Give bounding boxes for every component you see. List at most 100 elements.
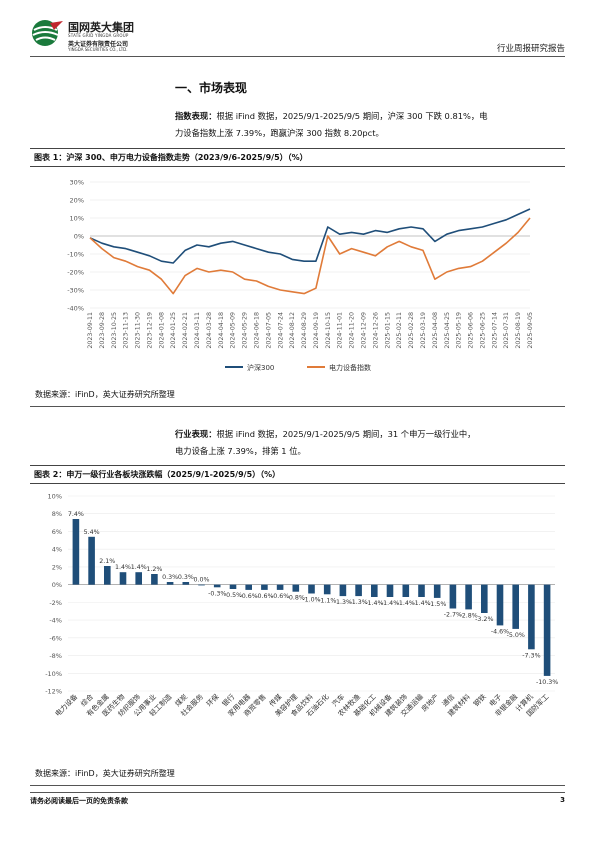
bar — [104, 566, 111, 585]
subsidiary-name-en: YINGDA SECURITIES CO., LTD. — [68, 47, 128, 52]
bar — [528, 584, 535, 650]
bar — [292, 584, 300, 592]
data-label: -1.3% — [334, 599, 352, 606]
bar — [433, 584, 441, 598]
y-tick-label: -12% — [45, 688, 62, 696]
para1-text1: 根据 iFind 数据，2025/9/1-2025/9/5 期间，沪深 300 … — [216, 111, 488, 121]
y-tick-label: -10% — [45, 670, 62, 678]
footer-divider — [30, 792, 565, 793]
data-label: 5.4% — [84, 529, 100, 536]
bar — [182, 582, 190, 585]
x-tick-label: 2024-09-19 — [313, 312, 320, 349]
bar — [119, 572, 127, 585]
x-tick-label: 2024-03-11 — [194, 312, 201, 349]
bar — [449, 584, 457, 609]
y-tick-label: -30% — [67, 287, 84, 295]
data-label: -5.0% — [507, 632, 525, 639]
bar — [72, 519, 80, 585]
y-tick-label: -2% — [49, 599, 62, 607]
x-tick-label: 2025-02-11 — [396, 312, 403, 349]
y-tick-label: 10% — [48, 493, 62, 501]
data-label: -4.6% — [491, 628, 509, 635]
fig2-bottom-divider — [30, 785, 565, 786]
data-label: 0.3% — [178, 574, 194, 581]
x-tick-label: 2025-06-06 — [468, 312, 475, 349]
x-tick-label: 2025-03-19 — [420, 312, 427, 349]
x-tick-label: 2023-09-11 — [87, 312, 94, 349]
category-label: 电力设备 — [53, 692, 79, 718]
x-tick-label: 2025-02-28 — [408, 312, 415, 349]
fig1-caption-bar: 图表 1：沪深 300、申万电力设备指数走势（2023/9/6-2025/9/5… — [30, 148, 565, 167]
x-tick-label: 2024-05-09 — [230, 312, 237, 349]
x-tick-label: 2025-04-08 — [432, 312, 439, 349]
fig2-source: 数据来源：iFinD，英大证券研究所整理 — [35, 769, 175, 778]
category-label: 钢铁 — [471, 692, 487, 708]
bar — [166, 582, 174, 585]
bar — [496, 584, 504, 626]
para2-lead: 行业表现： — [175, 429, 217, 439]
x-tick-label: 2024-01-08 — [158, 312, 165, 349]
data-label: -10.3% — [536, 679, 558, 686]
bar — [151, 574, 158, 585]
x-tick-label: 2023-09-28 — [99, 312, 106, 349]
x-tick-label: 2024-08-29 — [301, 312, 308, 349]
company-name-en: STATE GRID YINGDA GROUP — [68, 33, 129, 38]
x-tick-label: 2024-07-05 — [265, 312, 272, 349]
legend-label: 沪深300 — [247, 363, 274, 372]
data-label: -1.0% — [302, 597, 320, 604]
data-label: 1.2% — [146, 566, 162, 573]
footer-disclaimer: 请务必阅读最后一页的免责条款 — [30, 797, 128, 805]
y-tick-label: 10% — [70, 215, 84, 223]
x-tick-label: 2024-06-18 — [253, 312, 260, 349]
bar — [418, 584, 425, 597]
report-type: 行业周报研究报告 — [496, 44, 565, 54]
data-label: -0.3% — [208, 590, 226, 597]
data-label: -1.4% — [397, 600, 415, 607]
bar — [261, 584, 268, 590]
x-tick-label: 2025-05-19 — [456, 312, 463, 349]
bar — [323, 584, 331, 595]
x-tick-label: 2024-08-12 — [289, 312, 296, 349]
data-label: -0.5% — [224, 592, 242, 599]
data-label: -1.5% — [428, 601, 446, 608]
y-tick-label: 8% — [52, 510, 62, 518]
x-tick-label: 2023-12-19 — [146, 312, 153, 349]
x-tick-label: 2024-12-26 — [372, 312, 379, 349]
x-tick-label: 2023-11-13 — [123, 312, 130, 349]
data-label: -0.8% — [287, 595, 305, 602]
bar — [88, 536, 95, 585]
data-label: -1.4% — [412, 600, 430, 607]
bar — [339, 584, 347, 597]
x-tick-label: 2025-07-14 — [491, 312, 498, 349]
bar — [276, 584, 284, 590]
y-tick-label: -8% — [49, 652, 62, 660]
data-label: 0.3% — [162, 574, 178, 581]
x-tick-label: 2023-10-25 — [111, 312, 118, 349]
index-performance-paragraph: 指数表现：根据 iFind 数据，2025/9/1-2025/9/5 期间，沪深… — [175, 108, 570, 142]
x-tick-label: 2024-10-15 — [325, 312, 332, 349]
data-label: -2.7% — [444, 612, 462, 619]
y-tick-label: 0% — [52, 581, 62, 589]
x-tick-label: 2024-12-09 — [361, 312, 368, 349]
data-label: -1.3% — [349, 599, 367, 606]
x-tick-label: 2025-07-31 — [503, 312, 510, 349]
page-number: 3 — [560, 796, 565, 804]
bar-chart: 10% 8% 6% 4% 2% 0% -2% -4% -6% -8% -10% -12% 7.4% 电力设… — [45, 493, 558, 719]
x-tick-label: 2025-08-19 — [515, 312, 522, 349]
y-tick-label: -4% — [49, 617, 62, 625]
fig2-caption-bar: 图表 2：申万一级行业各板块涨跌幅（2025/9/1-2025/9/5）（%） — [30, 465, 565, 484]
y-tick-label: 0% — [74, 233, 84, 241]
section-title: 一、市场表现 — [175, 81, 248, 95]
x-tick-label: 2025-09-05 — [527, 312, 534, 349]
category-label: 环保 — [204, 692, 220, 708]
header-divider — [30, 56, 565, 57]
x-tick-label: 2024-11-20 — [349, 312, 356, 349]
data-label: -0.6% — [240, 593, 258, 600]
data-label: -1.1% — [318, 597, 336, 604]
data-label: 2.1% — [99, 558, 115, 565]
subsidiary-name-cn: 英大证券有限责任公司 — [68, 41, 129, 48]
series-line — [89, 208, 531, 264]
data-label: 1.4% — [131, 564, 147, 571]
data-label: -1.4% — [381, 600, 399, 607]
para1-text2: 力设备指数上涨 7.39%，跑赢沪深 300 指数 8.20pct。 — [175, 128, 384, 138]
